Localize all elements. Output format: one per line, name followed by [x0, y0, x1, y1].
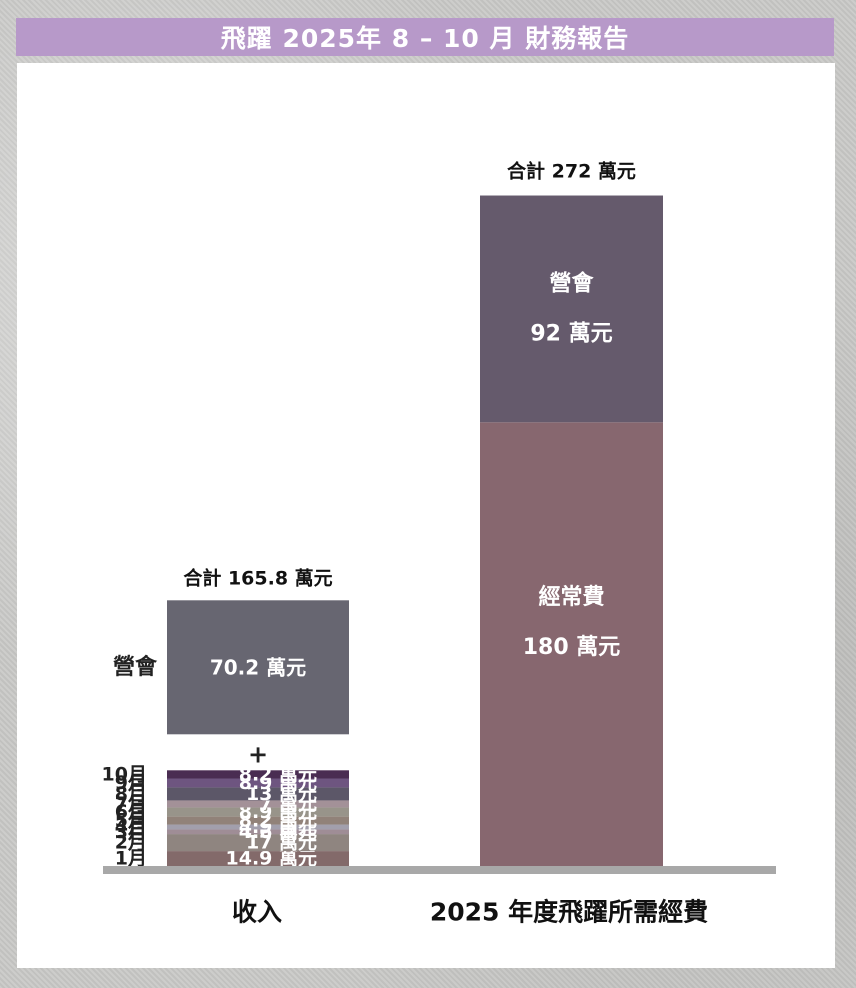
bar-income-event	[167, 600, 349, 735]
month-tick-label: 8月	[115, 783, 147, 805]
bar-income-10-month	[167, 770, 349, 779]
month-tick-label: 3月	[115, 821, 147, 843]
bar-income-event-label: 70.2 萬元	[210, 655, 306, 679]
month-tick-label: 2月	[115, 832, 147, 854]
bar-income-8-month	[167, 787, 349, 801]
page-title: 飛躍 2025年 8 – 10 月 財務報告	[16, 18, 834, 56]
bar-expense-name: 經常費	[538, 584, 604, 610]
bar-expense-name: 營會	[549, 270, 594, 296]
bar-expense-label: 180 萬元	[523, 635, 621, 660]
bar-income-6-month	[167, 807, 349, 817]
bar-income-month-label: 13 萬元	[246, 783, 317, 805]
month-tick-label: 6月	[115, 801, 147, 823]
month-tick-label: 7月	[115, 793, 147, 815]
bar-income-month-label: 8.2 萬元	[239, 763, 317, 785]
bar-income-2-month	[167, 834, 349, 852]
month-tick-label: 5月	[115, 809, 147, 831]
bar-expense-2	[480, 195, 663, 423]
bar-income-1-month	[167, 851, 349, 866]
month-tick-label: 9月	[115, 772, 147, 794]
plus-sign: +	[248, 740, 268, 768]
bar-income-4-month	[167, 824, 349, 830]
bar-income-3-month	[167, 829, 349, 835]
bar-income-7-month	[167, 800, 349, 808]
bar-income-5-month	[167, 816, 349, 825]
month-tick-label: 10月	[102, 763, 147, 785]
x-axis-baseline	[103, 866, 776, 874]
chart-card	[17, 63, 835, 968]
x-tick-label-income: 收入	[232, 898, 282, 927]
bar-income-month-label: 17 萬元	[246, 832, 317, 854]
month-tick-label: 4月	[115, 816, 147, 838]
bar-expense-1	[480, 422, 663, 866]
event-tick-label: 營會	[113, 654, 158, 680]
month-tick-label: 1月	[115, 848, 147, 870]
expense-total-label: 合計 272 萬元	[507, 160, 636, 183]
bar-income-month-label: 14.9 萬元	[226, 848, 318, 870]
income-total-label: 合計 165.8 萬元	[183, 566, 332, 589]
x-tick-label-expense: 2025 年度飛躍所需經費	[430, 898, 708, 927]
bar-expense-label: 92 萬元	[530, 321, 612, 346]
bar-income-9-month	[167, 778, 349, 788]
